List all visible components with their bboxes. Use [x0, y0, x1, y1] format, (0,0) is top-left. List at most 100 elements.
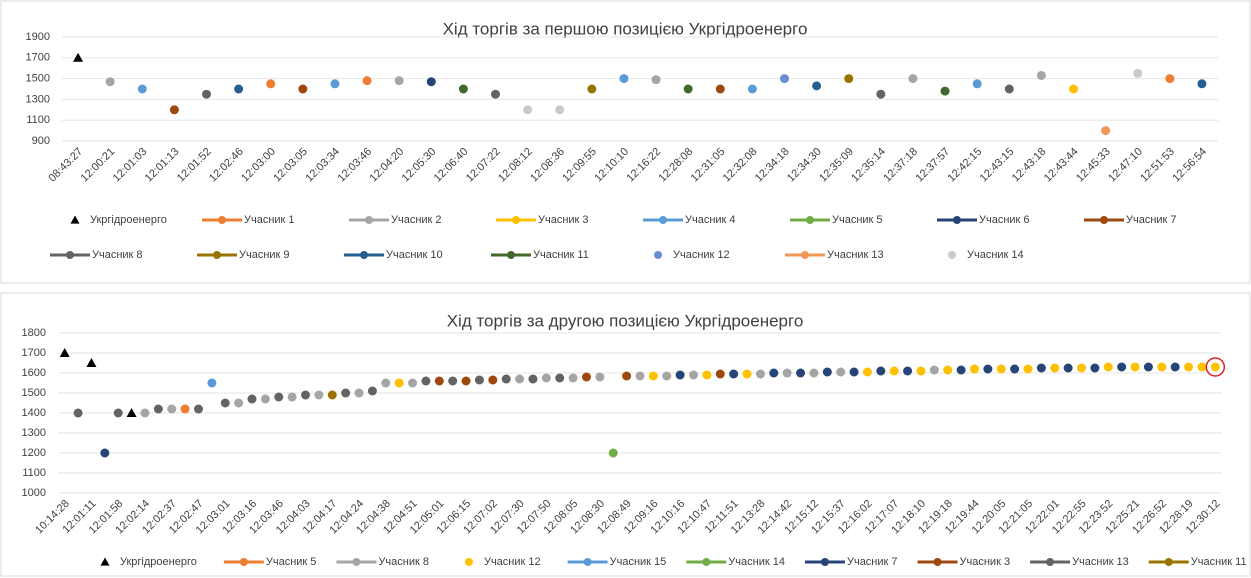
legend-marker [70, 215, 80, 224]
point [394, 378, 404, 388]
point [1069, 84, 1078, 94]
point [260, 394, 270, 404]
point [1184, 362, 1194, 372]
x-tick-label: 12:47:10 [1106, 146, 1145, 185]
point [381, 378, 391, 388]
y-tick-label: 1100 [26, 114, 50, 126]
point [595, 372, 605, 382]
point [247, 394, 257, 404]
point [394, 76, 404, 86]
point [73, 52, 84, 62]
legend-marker [352, 558, 361, 566]
point [501, 374, 511, 384]
legend-label: Учасник 9 [239, 249, 290, 261]
point [972, 79, 982, 89]
point [59, 348, 70, 357]
point [515, 374, 525, 384]
point [889, 366, 899, 376]
point [809, 368, 819, 378]
point [742, 369, 752, 379]
point [1133, 68, 1143, 78]
chart-title: Хід торгів за першою позицією Укргідроен… [443, 19, 808, 38]
point [689, 370, 699, 380]
point [1103, 362, 1113, 372]
legend-marker [933, 558, 942, 566]
point [1210, 362, 1220, 372]
point [929, 365, 939, 375]
legend-label: Учасник 5 [266, 556, 317, 568]
x-tick-label: 12:42:15 [946, 146, 985, 185]
x-tick-label: 12:08:12 [496, 146, 535, 185]
legend-label: Учасник 4 [685, 214, 736, 226]
chart-frame [0, 292, 1251, 577]
point [983, 364, 993, 374]
point [354, 388, 364, 398]
legend-marker [654, 251, 662, 259]
point [327, 390, 337, 400]
point [202, 89, 211, 99]
point [876, 89, 886, 99]
point [1143, 362, 1153, 372]
point [220, 398, 230, 408]
point [1063, 363, 1073, 373]
point [1117, 362, 1127, 372]
point [755, 369, 765, 379]
point [448, 376, 458, 386]
y-tick-label: 1700 [22, 347, 46, 359]
y-tick-label: 900 [32, 135, 50, 147]
point [474, 375, 484, 385]
legend-label: Учасник 6 [979, 214, 1030, 226]
point [555, 373, 565, 383]
point [426, 77, 436, 87]
x-tick-label: 12:28:08 [657, 146, 696, 185]
point [849, 367, 859, 377]
legend-marker [365, 216, 373, 224]
x-tick-label: 12:31:05 [689, 146, 728, 185]
y-tick-label: 1500 [22, 387, 46, 399]
x-tick-label: 12:05:30 [400, 146, 439, 185]
legend-marker [583, 558, 592, 566]
x-tick-label: 12:08:36 [528, 146, 567, 185]
point [458, 84, 468, 94]
point [903, 366, 913, 376]
point [555, 105, 565, 115]
legend-marker [948, 251, 956, 259]
point [298, 84, 308, 94]
point [844, 74, 854, 84]
highlight-ring [1205, 357, 1226, 377]
point [608, 448, 618, 458]
point [207, 378, 217, 388]
point [137, 84, 147, 94]
x-tick-label: 12:35:14 [849, 146, 888, 185]
legend-label: Учасник 14 [728, 556, 785, 568]
y-tick-label: 1400 [22, 407, 46, 419]
legend-label: Учасник 7 [847, 556, 898, 568]
point [140, 408, 150, 418]
x-tick-label: 12:45:33 [1074, 146, 1113, 185]
legend-marker [1164, 558, 1173, 566]
point [488, 375, 498, 385]
y-tick-label: 1800 [22, 327, 46, 339]
point [421, 376, 431, 386]
point [702, 370, 712, 380]
point [528, 374, 538, 384]
legend-label: Укргідроенерго [120, 556, 197, 568]
x-tick-label: 12:04:20 [368, 146, 407, 185]
point [940, 86, 950, 96]
x-tick-label: 12:03:46 [335, 146, 374, 185]
x-tick-label: 12:34:30 [785, 146, 824, 185]
point [581, 372, 591, 382]
x-tick-label: 12:16:22 [624, 146, 663, 185]
point [568, 373, 578, 383]
legend-label: Учасник 7 [1126, 214, 1177, 226]
legend-label: Учасник 14 [967, 249, 1024, 261]
point [796, 368, 806, 378]
point [491, 89, 500, 99]
legend-marker [953, 216, 961, 224]
y-tick-label: 1700 [26, 52, 50, 64]
x-tick-label: 12:06:40 [432, 146, 471, 185]
point [180, 404, 190, 414]
point [266, 79, 276, 89]
x-tick-label: 08:43:27 [46, 146, 85, 185]
legend-marker [659, 216, 667, 224]
